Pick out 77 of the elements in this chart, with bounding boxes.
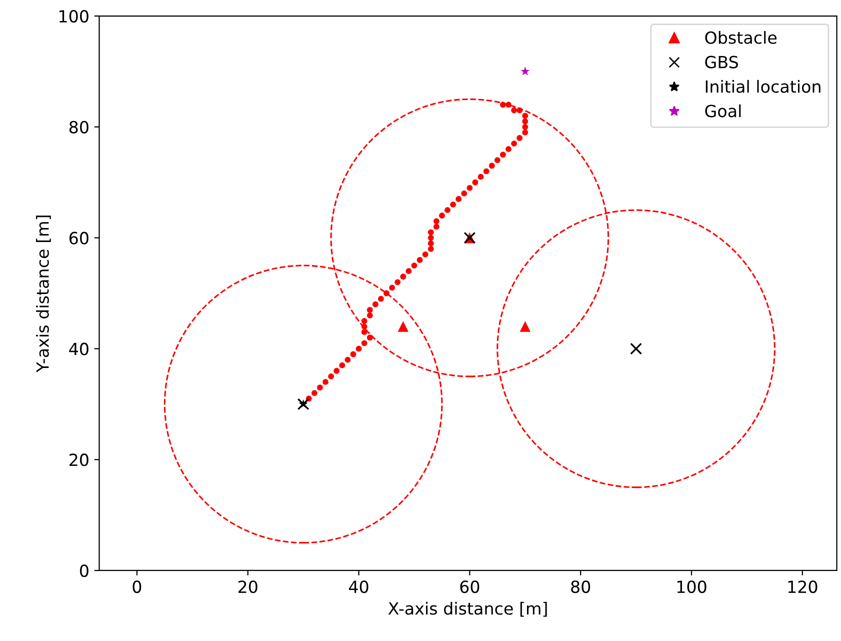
point (511, 107, 517, 114)
point (522, 130, 528, 136)
point (361, 318, 368, 324)
point (433, 224, 440, 230)
x-tick-label: 100 (677, 580, 706, 594)
point (444, 207, 450, 214)
point (483, 168, 490, 174)
point (506, 146, 512, 152)
y-tick-label: 20 (70, 454, 88, 466)
point (500, 152, 506, 158)
point (506, 102, 512, 108)
point (328, 373, 334, 380)
x-tick-label: 60 (460, 580, 480, 594)
y-tick-label: 60 (69, 232, 88, 244)
point (356, 346, 362, 352)
point (339, 362, 346, 368)
x-tick-label: 40 (348, 580, 368, 594)
point (488, 162, 495, 169)
point (411, 262, 418, 268)
point (378, 296, 384, 302)
point (456, 196, 462, 202)
point (520, 66, 530, 76)
point (500, 102, 506, 108)
point (361, 340, 368, 346)
point (334, 368, 340, 374)
point (398, 321, 409, 332)
point (372, 301, 378, 308)
point (433, 218, 440, 224)
point (494, 157, 500, 164)
point (350, 351, 356, 358)
point (406, 268, 412, 274)
point (384, 290, 390, 296)
y-tick-label: 40 (69, 342, 88, 356)
point (516, 135, 523, 141)
point (366, 312, 373, 318)
point (422, 252, 428, 258)
point (428, 246, 434, 252)
x-tick-label: 80 (571, 580, 590, 594)
legend-label: Goal (705, 104, 741, 118)
legend-label: GBS (705, 56, 738, 68)
point (322, 379, 328, 385)
point (511, 140, 517, 146)
point (428, 229, 434, 236)
point (311, 390, 318, 396)
legend-label: Initial location (706, 80, 820, 93)
point (366, 306, 373, 313)
point (366, 334, 373, 341)
point (461, 190, 468, 196)
point (450, 202, 456, 208)
point (400, 274, 406, 280)
point (522, 124, 528, 130)
point (522, 112, 528, 119)
y-tick-label: 80 (69, 120, 88, 134)
point (466, 184, 473, 191)
x-tick-label: 0 (132, 580, 142, 594)
point (472, 179, 478, 186)
point (522, 118, 528, 124)
point (520, 321, 531, 332)
point (317, 384, 323, 390)
point (361, 329, 368, 336)
point (428, 234, 434, 241)
point (439, 212, 445, 219)
y-axis-title: Y-axis distance [m] (36, 216, 51, 372)
point (389, 284, 395, 291)
point (416, 257, 423, 263)
point (361, 324, 368, 330)
point (394, 279, 401, 286)
point (478, 174, 484, 180)
point (516, 107, 523, 114)
y-tick-label: 100 (60, 10, 88, 23)
point (344, 356, 351, 363)
legend-label: Obstacle (705, 31, 777, 44)
point (428, 240, 434, 246)
x-tick-label: 20 (238, 580, 258, 594)
x-tick-label: 120 (788, 580, 818, 594)
y-tick-label: 0 (80, 564, 88, 578)
x-axis-title: X-axis distance [m] (388, 602, 547, 617)
